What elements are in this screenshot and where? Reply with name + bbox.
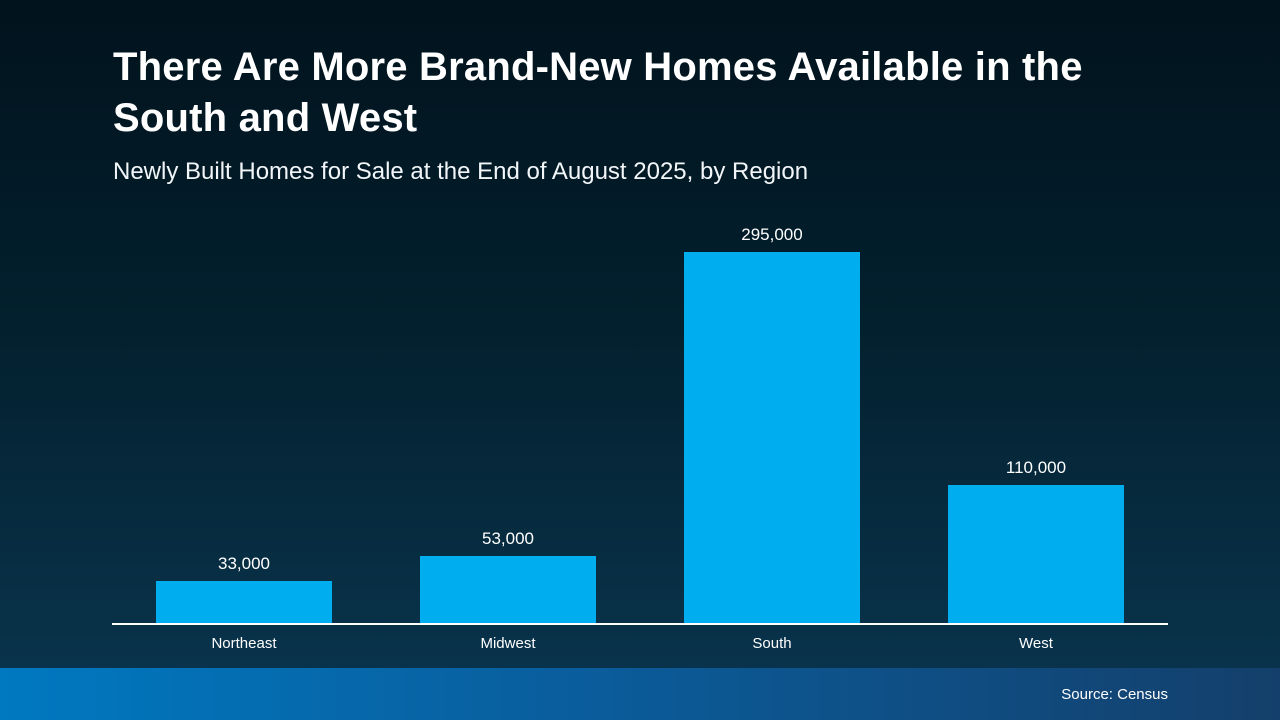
bar xyxy=(156,581,332,624)
bar-column: 33,000 xyxy=(112,554,376,624)
x-axis-label: Northeast xyxy=(211,635,277,653)
bar-value-label: 110,000 xyxy=(1005,458,1067,478)
bar-chart: 33,000 53,000 295,000 110,000 Northeast Midw… xyxy=(112,208,1168,652)
bar xyxy=(684,252,860,624)
bar xyxy=(948,485,1124,624)
plot-area: 33,000 53,000 295,000 110,000 xyxy=(112,208,1168,626)
x-axis-label: South xyxy=(752,635,792,653)
x-axis-label: Midwest xyxy=(480,635,536,653)
x-axis-label: West xyxy=(1019,635,1053,653)
source-attribution: Source: Census xyxy=(1061,685,1168,703)
bar-column: 53,000 xyxy=(376,529,640,624)
bar-value-label: 53,000 xyxy=(482,529,534,549)
chart-subtitle: Newly Built Homes for Sale at the End of… xyxy=(113,158,809,186)
bar-column: 295,000 xyxy=(640,225,904,624)
bar xyxy=(420,556,596,624)
bar-value-label: 33,000 xyxy=(218,554,270,574)
chart-title: There Are More Brand-New Homes Available… xyxy=(113,45,1083,141)
chart-header: There Are More Brand-New Homes Available… xyxy=(0,0,1280,186)
bar-column: 110,000 xyxy=(904,458,1168,624)
x-axis-labels: Northeast Midwest South West xyxy=(112,625,1168,652)
footer-band: Source: Census xyxy=(0,668,1280,720)
bar-value-label: 295,000 xyxy=(741,225,803,245)
